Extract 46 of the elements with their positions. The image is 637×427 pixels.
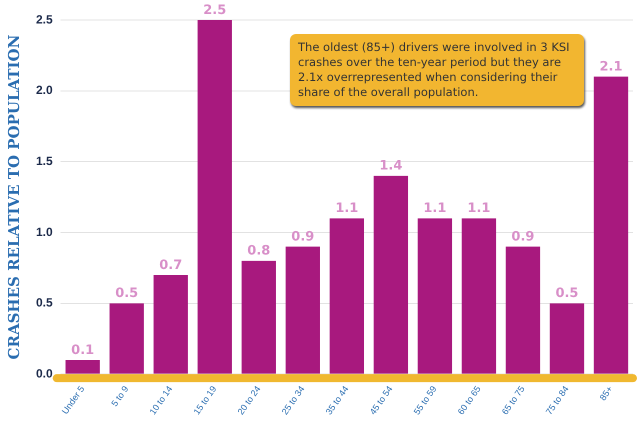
x-tick-label: 5 to 9 bbox=[109, 384, 130, 408]
annotation: The oldest (85+) drivers were involved in 3 KSI crashes over the ten-year period but they are 2.1x overrepresented when considering their share of the overall population. bbox=[290, 34, 584, 106]
x-tick-label: 25 to 34 bbox=[280, 384, 306, 416]
bar bbox=[374, 176, 408, 374]
data-label: 0.1 bbox=[71, 342, 94, 358]
y-tick-label: 1.0 bbox=[36, 224, 53, 239]
bar bbox=[462, 218, 496, 374]
bar bbox=[506, 246, 540, 374]
y-tick-label: 0.0 bbox=[36, 366, 53, 380]
data-label: 1.4 bbox=[379, 158, 402, 174]
data-label: 2.1 bbox=[599, 60, 623, 75]
bar bbox=[66, 360, 100, 374]
x-tick-label: 15 to 19 bbox=[192, 384, 218, 416]
bar bbox=[330, 218, 364, 374]
x-tick-label: 45 to 54 bbox=[368, 384, 395, 416]
y-tick-label: 1.5 bbox=[36, 154, 53, 168]
data-label: 0.5 bbox=[555, 286, 578, 302]
x-tick-label: 75 to 84 bbox=[544, 384, 571, 416]
y-tick-label: 2.5 bbox=[36, 12, 53, 26]
y-tick-label: 2.0 bbox=[36, 83, 53, 98]
bar bbox=[286, 246, 320, 374]
x-tick-label: 55 to 59 bbox=[412, 384, 439, 416]
data-label: 1.1 bbox=[335, 201, 358, 216]
y-tick-label: 0.5 bbox=[36, 296, 53, 310]
bar bbox=[154, 274, 188, 374]
y-axis-title: CRASHES RELATIVE TO POPULATION bbox=[4, 34, 23, 360]
bar bbox=[594, 76, 628, 374]
data-label: 1.1 bbox=[467, 201, 490, 216]
data-label: 0.9 bbox=[511, 230, 534, 245]
data-label: 0.9 bbox=[291, 230, 314, 245]
data-label: 0.8 bbox=[247, 244, 270, 259]
x-tick-label: 65 to 75 bbox=[500, 384, 527, 416]
data-label: 0.7 bbox=[159, 258, 182, 273]
x-tick-label: 10 to 14 bbox=[148, 384, 174, 416]
bar bbox=[242, 260, 276, 374]
bar bbox=[418, 218, 452, 374]
x-tick-label: 20 to 24 bbox=[236, 384, 262, 416]
data-label: 1.1 bbox=[423, 201, 446, 216]
x-tick-label: 60 to 65 bbox=[456, 384, 483, 416]
bar bbox=[110, 303, 144, 374]
data-label: 0.5 bbox=[115, 286, 138, 302]
data-label: 2.5 bbox=[203, 2, 226, 18]
bar bbox=[198, 20, 232, 374]
x-tick-label: 85+ bbox=[598, 384, 615, 402]
bar bbox=[550, 303, 584, 374]
x-tick-label: 35 to 44 bbox=[324, 384, 351, 416]
